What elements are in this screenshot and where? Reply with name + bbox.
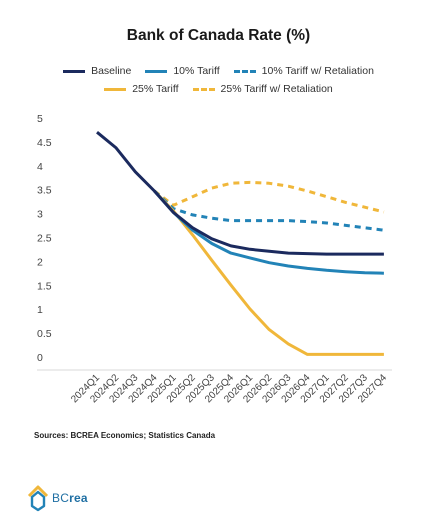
logo-text-bc: BC — [52, 491, 70, 505]
legend-item-10-tariff: 10% Tariff — [145, 65, 220, 77]
y-tick-label: 2 — [37, 256, 43, 268]
bcrea-logo: BCrea — [27, 484, 88, 512]
series-line-25-tariff-w-retaliation — [153, 180, 385, 214]
legend-label-25-tariff: 25% Tariff — [132, 83, 179, 95]
legend-label-25-tariff-retaliation: 25% Tariff w/ Retaliation — [220, 83, 333, 95]
legend-swatch-10-tariff — [145, 69, 168, 73]
legend-row-1: Baseline 10% Tariff 10% Tariff w/ Retali… — [0, 65, 437, 77]
source-note: Sources: BCREA Economics; Statistics Can… — [34, 431, 216, 440]
legend-label-baseline: Baseline — [91, 65, 132, 77]
series-line-10-tariff — [153, 190, 384, 275]
house-logo-icon — [27, 485, 49, 512]
y-tick-label: 0 — [37, 352, 43, 364]
y-tick-label: 0.5 — [37, 328, 52, 340]
legend-swatch-baseline — [63, 69, 86, 73]
chart-title: Bank of Canada Rate (%) — [126, 27, 311, 44]
legend-row-2: 25% Tariff 25% Tariff w/ Retaliation — [0, 83, 437, 95]
legend-swatch-25-tariff — [104, 87, 127, 91]
y-tick-label: 1.5 — [37, 280, 52, 292]
legend-item-25-tariff-retaliation: 25% Tariff w/ Retaliation — [192, 83, 333, 95]
legend-label-10-tariff-retaliation: 10% Tariff w/ Retaliation — [261, 65, 374, 77]
legend-item-25-tariff: 25% Tariff — [104, 83, 179, 95]
y-tick-label: 2.5 — [37, 233, 52, 245]
y-tick-label: 4.5 — [37, 137, 52, 149]
legend-swatch-10-tariff-retaliation — [233, 69, 256, 73]
legend-label-10-tariff: 10% Tariff — [173, 65, 220, 77]
legend-item-baseline: Baseline — [63, 65, 131, 77]
y-tick-label: 5 — [37, 113, 43, 125]
series-line-25-tariff — [153, 189, 384, 356]
logo-text-rea: rea — [69, 491, 88, 505]
legend-swatch-25-tariff-retaliation — [192, 87, 215, 91]
legend-item-10-tariff-retaliation: 10% Tariff w/ Retaliation — [233, 65, 374, 77]
y-tick-label: 1 — [37, 304, 43, 316]
y-tick-label: 3.5 — [37, 185, 52, 197]
series-line-baseline — [96, 131, 384, 256]
logo-text: BCrea — [52, 491, 88, 505]
series-line-10-tariff-w-retaliation — [153, 189, 385, 232]
y-tick-label: 3 — [37, 209, 43, 221]
y-tick-label: 4 — [37, 161, 43, 173]
